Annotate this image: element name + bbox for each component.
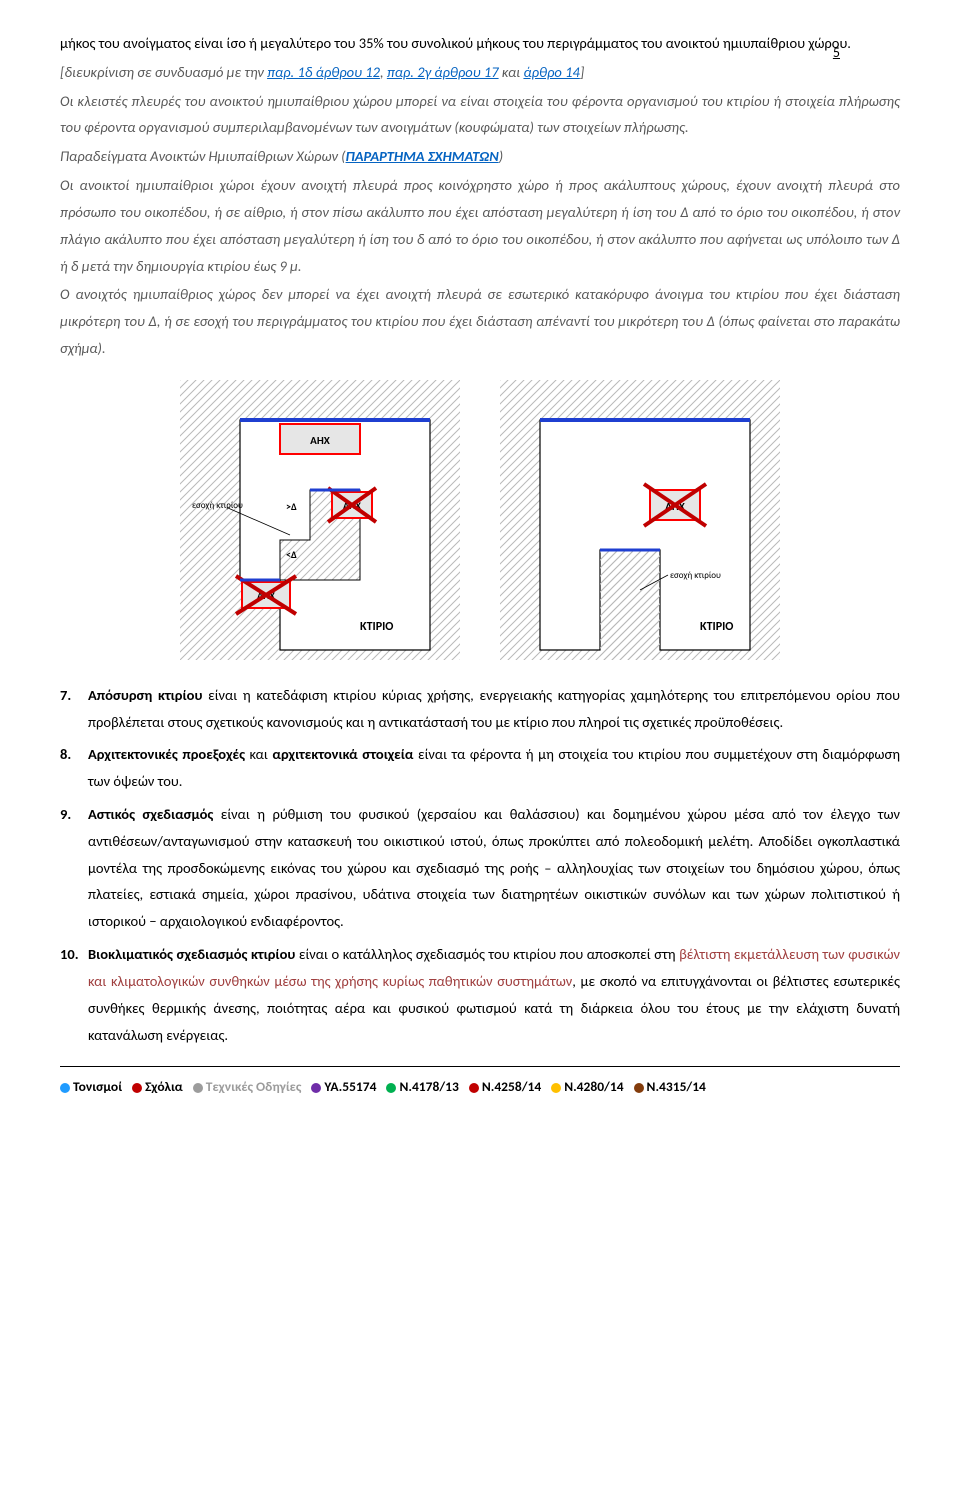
def-8-mid: και (245, 745, 272, 763)
def-9-rest: είναι η ρύθμιση του φυσικού (χερσαίου κα… (88, 805, 900, 930)
p3-pre: Παραδείγματα Ανοικτών Ημιυπαίθριων Χώρων… (60, 147, 346, 165)
d1-ktirio: ΚΤΙΡΙΟ (360, 620, 393, 634)
legend-item: Ν.4280/14 (551, 1075, 623, 1100)
def-7: 7. Απόσυρση κτιρίου είναι η κατεδάφιση κ… (60, 682, 900, 736)
legend-dot-icon (311, 1083, 321, 1093)
legend-label: Τεχνικές Οδηγίες (206, 1075, 302, 1100)
legend-item: Ν.4258/14 (469, 1075, 541, 1100)
def-10: 10. Βιοκλιματικός σχεδιασμός κτιρίου είν… (60, 941, 900, 1048)
bracket-pre: [διευκρίνιση σε συνδυασμό με την (60, 63, 267, 81)
def-10-lead: Βιοκλιματικός σχεδιασμός κτιρίου (88, 945, 295, 963)
def-8-num: 8. (60, 741, 88, 795)
intro-p1: μήκος του ανοίγματος είναι ίσο ή μεγαλύτ… (60, 30, 900, 57)
legend-label: Ν.4280/14 (564, 1075, 623, 1100)
d2-ktirio: ΚΤΙΡΙΟ (700, 620, 733, 634)
page-number: 5 (833, 40, 840, 66)
def-7-num: 7. (60, 682, 88, 736)
legend-dot-icon (469, 1083, 479, 1093)
legend-label: Ν.4315/14 (647, 1075, 706, 1100)
def-9-lead: Αστικός σχεδιασμός (88, 805, 213, 823)
intro-bracket: [διευκρίνιση σε συνδυασμό με την παρ. 1δ… (60, 59, 900, 86)
legend-dot-icon (60, 1083, 70, 1093)
legend-dot-icon (193, 1083, 203, 1093)
legend-dot-icon (386, 1083, 396, 1093)
def-10-rest-a: είναι ο κατάλληλος σχεδιασμός του κτιρίο… (295, 945, 679, 963)
def-7-lead: Απόσυρση κτιρίου (88, 686, 202, 704)
intro-p4: Οι ανοικτοί ημιυπαίθριοι χώροι έχουν ανο… (60, 172, 900, 279)
def-8: 8. Αρχιτεκτονικές προεξοχές και αρχιτεκτ… (60, 741, 900, 795)
legend-item: Τεχνικές Οδηγίες (193, 1075, 302, 1100)
legend-label: Σχόλια (145, 1075, 183, 1100)
legend-label: Ν.4258/14 (482, 1075, 541, 1100)
page: 5 μήκος του ανοίγματος είναι ίσο ή μεγαλ… (60, 30, 900, 1100)
legend-label: ΥΑ.55174 (324, 1075, 376, 1100)
d1-ahx-top: AHX (310, 434, 331, 447)
intro-p2: Οι κλειστές πλευρές του ανοικτού ημιυπαί… (60, 88, 900, 142)
definitions-list: 7. Απόσυρση κτιρίου είναι η κατεδάφιση κ… (60, 682, 900, 1049)
d1-lt: <Δ (286, 548, 297, 561)
legend-item: Τονισμοί (60, 1075, 122, 1100)
def-7-rest: είναι η κατεδάφιση κτιρίου κύριας χρήσης… (88, 686, 900, 731)
legend-item: Ν.4178/13 (386, 1075, 458, 1100)
d2-esoxi: εσοχή κτιρίου (670, 570, 721, 581)
bracket-post: ] (580, 63, 584, 81)
def-10-num: 10. (60, 941, 88, 1048)
diagram-2-svg: AHX εσοχή κτιρίου ΚΤΙΡΙΟ (500, 380, 780, 660)
def-8-lead: Αρχιτεκτονικές προεξοχές (88, 745, 245, 763)
d1-esoxi: εσοχή κτιρίου (192, 500, 243, 511)
legend-label: Ν.4178/13 (399, 1075, 458, 1100)
legend-dot-icon (551, 1083, 561, 1093)
def-8-lead2: αρχιτεκτονικά στοιχεία (272, 745, 413, 763)
link-parartima[interactable]: ΠΑΡΑΡΤΗΜΑ ΣΧΗΜΑΤΩΝ (346, 147, 499, 165)
mid2: και (499, 63, 524, 81)
legend-dot-icon (634, 1083, 644, 1093)
legend-dot-icon (132, 1083, 142, 1093)
intro-p3: Παραδείγματα Ανοικτών Ημιυπαίθριων Χώρων… (60, 143, 900, 170)
diagrams-row: AHX AHX AHX εσοχή κτιρίου >Δ <Δ ΚΤΙΡΙΟ (60, 380, 900, 660)
intro-p5: Ο ανοιχτός ημιυπαίθριος χώρος δεν μπορεί… (60, 281, 900, 361)
def-9: 9. Αστικός σχεδιασμός είναι η ρύθμιση το… (60, 801, 900, 935)
link-par-2g[interactable]: παρ. 2γ άρθρου 17 (387, 63, 499, 81)
link-par-1d[interactable]: παρ. 1δ άρθρου 12 (267, 63, 380, 81)
footer-rule (60, 1066, 900, 1067)
d1-ge: >Δ (286, 500, 297, 513)
diagram-1-svg: AHX AHX AHX εσοχή κτιρίου >Δ <Δ ΚΤΙΡΙΟ (180, 380, 460, 660)
mid1: , (380, 63, 387, 81)
p3-post: ) (499, 147, 503, 165)
legend-item: Σχόλια (132, 1075, 183, 1100)
link-arthro-14[interactable]: άρθρο 14 (523, 63, 579, 81)
def-9-num: 9. (60, 801, 88, 935)
diagram-2: AHX εσοχή κτιρίου ΚΤΙΡΙΟ (500, 380, 780, 660)
legend-item: Ν.4315/14 (634, 1075, 706, 1100)
legend-item: ΥΑ.55174 (311, 1075, 376, 1100)
footer-legend: Τονισμοί Σχόλια Τεχνικές Οδηγίες ΥΑ.55174 Ν.… (60, 1075, 900, 1100)
legend-label: Τονισμοί (73, 1075, 122, 1100)
diagram-1: AHX AHX AHX εσοχή κτιρίου >Δ <Δ ΚΤΙΡΙΟ (180, 380, 460, 660)
